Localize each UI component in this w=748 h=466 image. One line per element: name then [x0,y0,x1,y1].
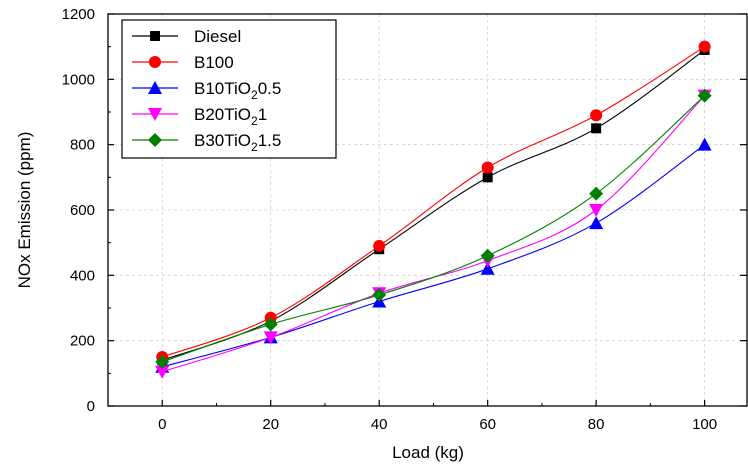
legend-entry: Diesel [132,27,241,46]
y-tick-label: 200 [70,333,95,350]
data-point [155,365,170,379]
legend-entry: B30TiO21.5 [132,131,281,154]
legend-marker [148,81,162,94]
x-tick-label: 60 [479,416,496,433]
data-point [590,109,603,122]
x-axis-label: Load (kg) [392,443,464,462]
data-point [263,331,278,345]
data-point [697,137,712,151]
series-line [162,95,705,363]
data-point [155,354,170,369]
y-tick-label: 600 [70,202,95,219]
legend-entry: B10TiO20.5 [132,79,281,102]
data-point [263,317,278,332]
y-tick-label: 800 [70,137,95,154]
data-point [589,186,604,201]
series-line [162,95,706,373]
legend-entry: B20TiO21 [132,105,267,128]
y-axis-label: NOx Emission (ppm) [15,132,34,289]
y-tick-label: 1000 [62,71,95,88]
x-tick-label: 100 [692,416,717,433]
legend-marker [148,133,162,147]
x-tick-label: 40 [371,416,388,433]
legend-label: B20TiO21 [194,105,267,128]
data-point [589,204,604,217]
legend-marker [150,31,160,41]
data-point [589,216,604,230]
data-point [591,123,602,134]
data-point [697,88,712,103]
legend-marker [148,108,162,121]
data-point [481,161,494,174]
series-layer [155,40,712,379]
x-tick-label: 0 [158,416,166,433]
x-tick-label: 20 [262,416,279,433]
x-tick-label: 80 [588,416,605,433]
legend-marker [149,56,161,68]
data-point [482,172,493,183]
legend-label: B10TiO20.5 [194,79,281,102]
legend-label: Diesel [194,27,241,46]
legend-label: B30TiO21.5 [194,131,281,154]
data-point [480,261,495,275]
data-point [372,287,387,302]
legend-entry: B100 [132,53,234,72]
data-point [480,248,495,263]
series-5 [155,88,712,369]
y-tick-label: 1200 [62,6,95,23]
data-point [373,239,386,252]
y-tick-label: 0 [87,398,95,415]
series-3 [155,137,712,373]
data-point [698,40,711,53]
legend: Diesel B100 B10TiO20.5 B20TiO21 B30TiO21.5 [121,19,337,159]
legend-label: B100 [194,53,234,72]
y-tick-label: 400 [70,267,95,284]
